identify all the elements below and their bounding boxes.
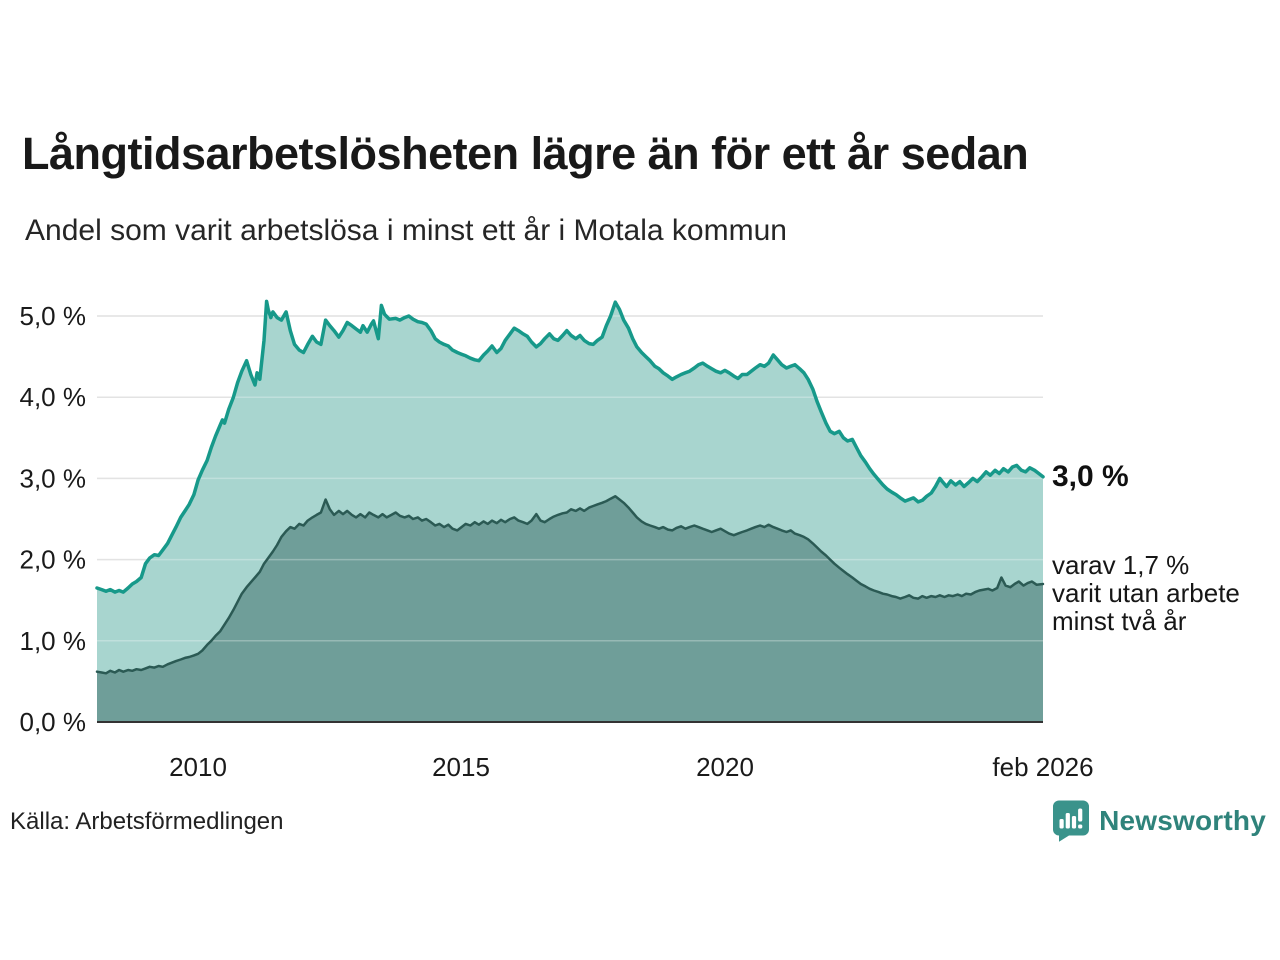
x-tick-label: feb 2026 (992, 752, 1093, 782)
page-title: Långtidsarbetslösheten lägre än för ett … (22, 128, 1029, 179)
x-tick-label: 2015 (432, 752, 490, 782)
source-label: Källa: Arbetsförmedlingen (10, 808, 284, 835)
y-tick-label: 0,0 % (20, 707, 87, 737)
line-minst-ett-ar (95, 299, 1045, 594)
annotation-detail-line: varit utan arbete (1052, 578, 1240, 608)
logo-exclamation-icon (1078, 808, 1083, 822)
logo-bubble-shape (1053, 800, 1090, 842)
newsworthy-logo: Newsworthy (1052, 800, 1266, 842)
y-tick-label: 2,0 % (20, 545, 87, 575)
y-tick-label: 4,0 % (20, 382, 87, 412)
annotation-detail-line: varav 1,7 % (1052, 550, 1190, 580)
newsworthy-logo-text: Newsworthy (1099, 805, 1266, 836)
area-minst-tva-ar (97, 496, 1043, 722)
annotation-detail: varav 1,7 % varit utan arbete minst två … (1052, 551, 1240, 635)
logo-bar-icon (1065, 813, 1070, 829)
y-tick-label: 1,0 % (20, 626, 87, 656)
annotation-detail-line: minst två år (1052, 606, 1187, 636)
logo-exclamation-dot (1078, 824, 1083, 829)
newsworthy-logo-icon (1053, 800, 1090, 842)
end-value-label: 3,0 % (1052, 460, 1129, 493)
y-tick-label: 3,0 % (20, 463, 87, 493)
x-tick-label: 2020 (696, 752, 754, 782)
logo-bar-icon (1071, 816, 1077, 829)
line-minst-tva-ar (95, 495, 1045, 675)
logo-bar-icon (1059, 819, 1064, 829)
x-tick-label: 2010 (169, 752, 227, 782)
chart-subtitle: Andel som varit arbetslösa i minst ett å… (25, 214, 787, 247)
y-tick-label: 5,0 % (20, 301, 87, 331)
